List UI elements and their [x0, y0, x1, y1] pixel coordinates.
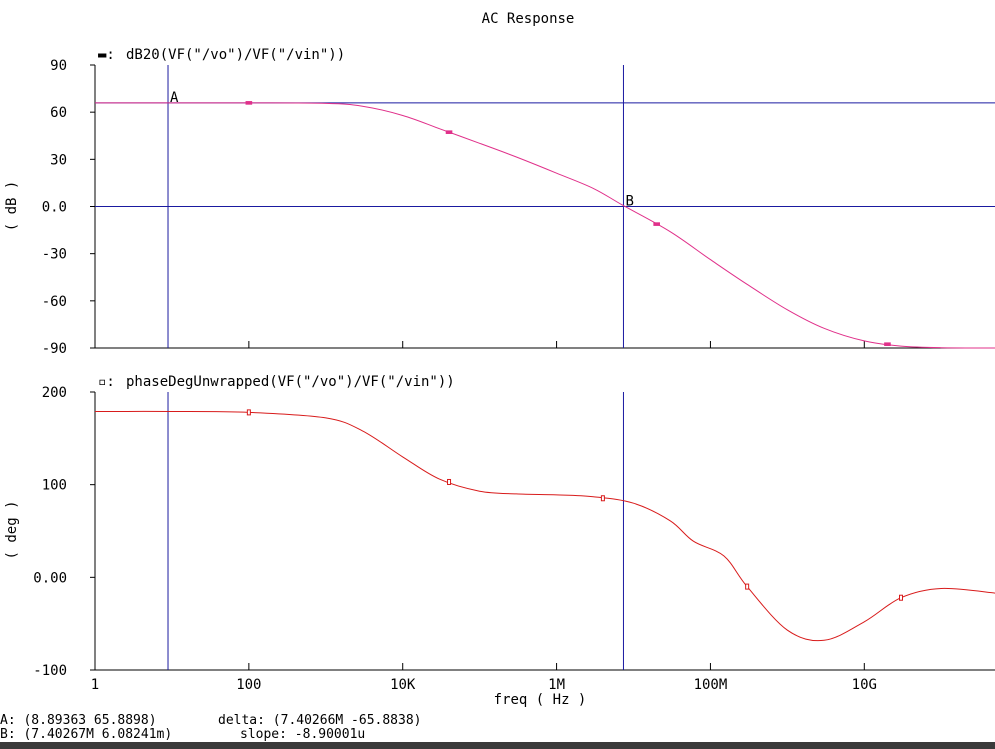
y-tick-label: 60 [50, 105, 67, 121]
x-axis-label: freq ( Hz ) [494, 692, 587, 708]
x-tick-label: 10G [852, 677, 877, 693]
phase-trace-line [94, 410, 995, 642]
phase-legend-entry: phaseDegUnwrapped(VF("/vo")/VF("/vin")) [126, 374, 455, 390]
db-y-axis-label: ( dB ) [4, 181, 20, 232]
trace-marker [653, 222, 660, 226]
trace-marker [745, 583, 750, 590]
x-tick-label: 10K [390, 677, 416, 693]
phase-panel: 200 100 0.00 -100 ( deg ) ▫: phaseDegUnwrap… [4, 374, 995, 679]
trace-marker [445, 130, 453, 134]
db-trace-line [95, 102, 995, 349]
y-tick-label: 90 [50, 58, 67, 74]
db-legend-marker: ▬: [98, 47, 115, 63]
trace-marker [246, 409, 251, 416]
y-tick-label: 0.0 [42, 200, 67, 216]
trace-marker [447, 478, 452, 485]
y-tick-label: -30 [42, 247, 67, 263]
x-tick-label: 1 [91, 677, 99, 693]
db-panel: 90 60 30 0.0 -30 -60 -90 ( dB ) ▬: dB20(VF("/v… [4, 47, 995, 357]
cursor-a-readout: A: (8.89363 65.8898) [0, 713, 157, 728]
cursor-label-a[interactable]: A [170, 90, 179, 106]
y-tick-label: -60 [42, 294, 67, 310]
y-tick-label: 100 [42, 478, 67, 494]
x-tick-label: 100M [694, 677, 728, 693]
y-tick-label: 200 [42, 385, 67, 401]
x-tick-label: 1M [548, 677, 565, 693]
slope-readout: slope: -8.90001u [240, 727, 366, 742]
trace-marker [245, 101, 253, 105]
phase-legend-marker: ▫: [98, 374, 115, 390]
y-tick-label: -100 [33, 663, 67, 679]
trace-marker [600, 495, 605, 502]
cursor-b-readout: B: (7.40267M 6.08241m) [0, 727, 173, 742]
chart-title: AC Response [482, 11, 575, 27]
y-tick-label: 0.00 [33, 570, 67, 586]
y-tick-label: 30 [50, 152, 67, 168]
cursor-label-b[interactable]: B [625, 193, 633, 209]
trace-marker [884, 342, 891, 346]
y-tick-label: -90 [42, 341, 67, 357]
db-legend-entry: dB20(VF("/vo")/VF("/vin")) [126, 47, 345, 63]
trace-marker [899, 594, 904, 601]
window-status-bar [0, 742, 995, 749]
x-tick-label: 100 [236, 677, 261, 693]
delta-readout: delta: (7.40266M -65.8838) [218, 713, 422, 728]
phase-y-axis-label: ( deg ) [4, 500, 20, 559]
